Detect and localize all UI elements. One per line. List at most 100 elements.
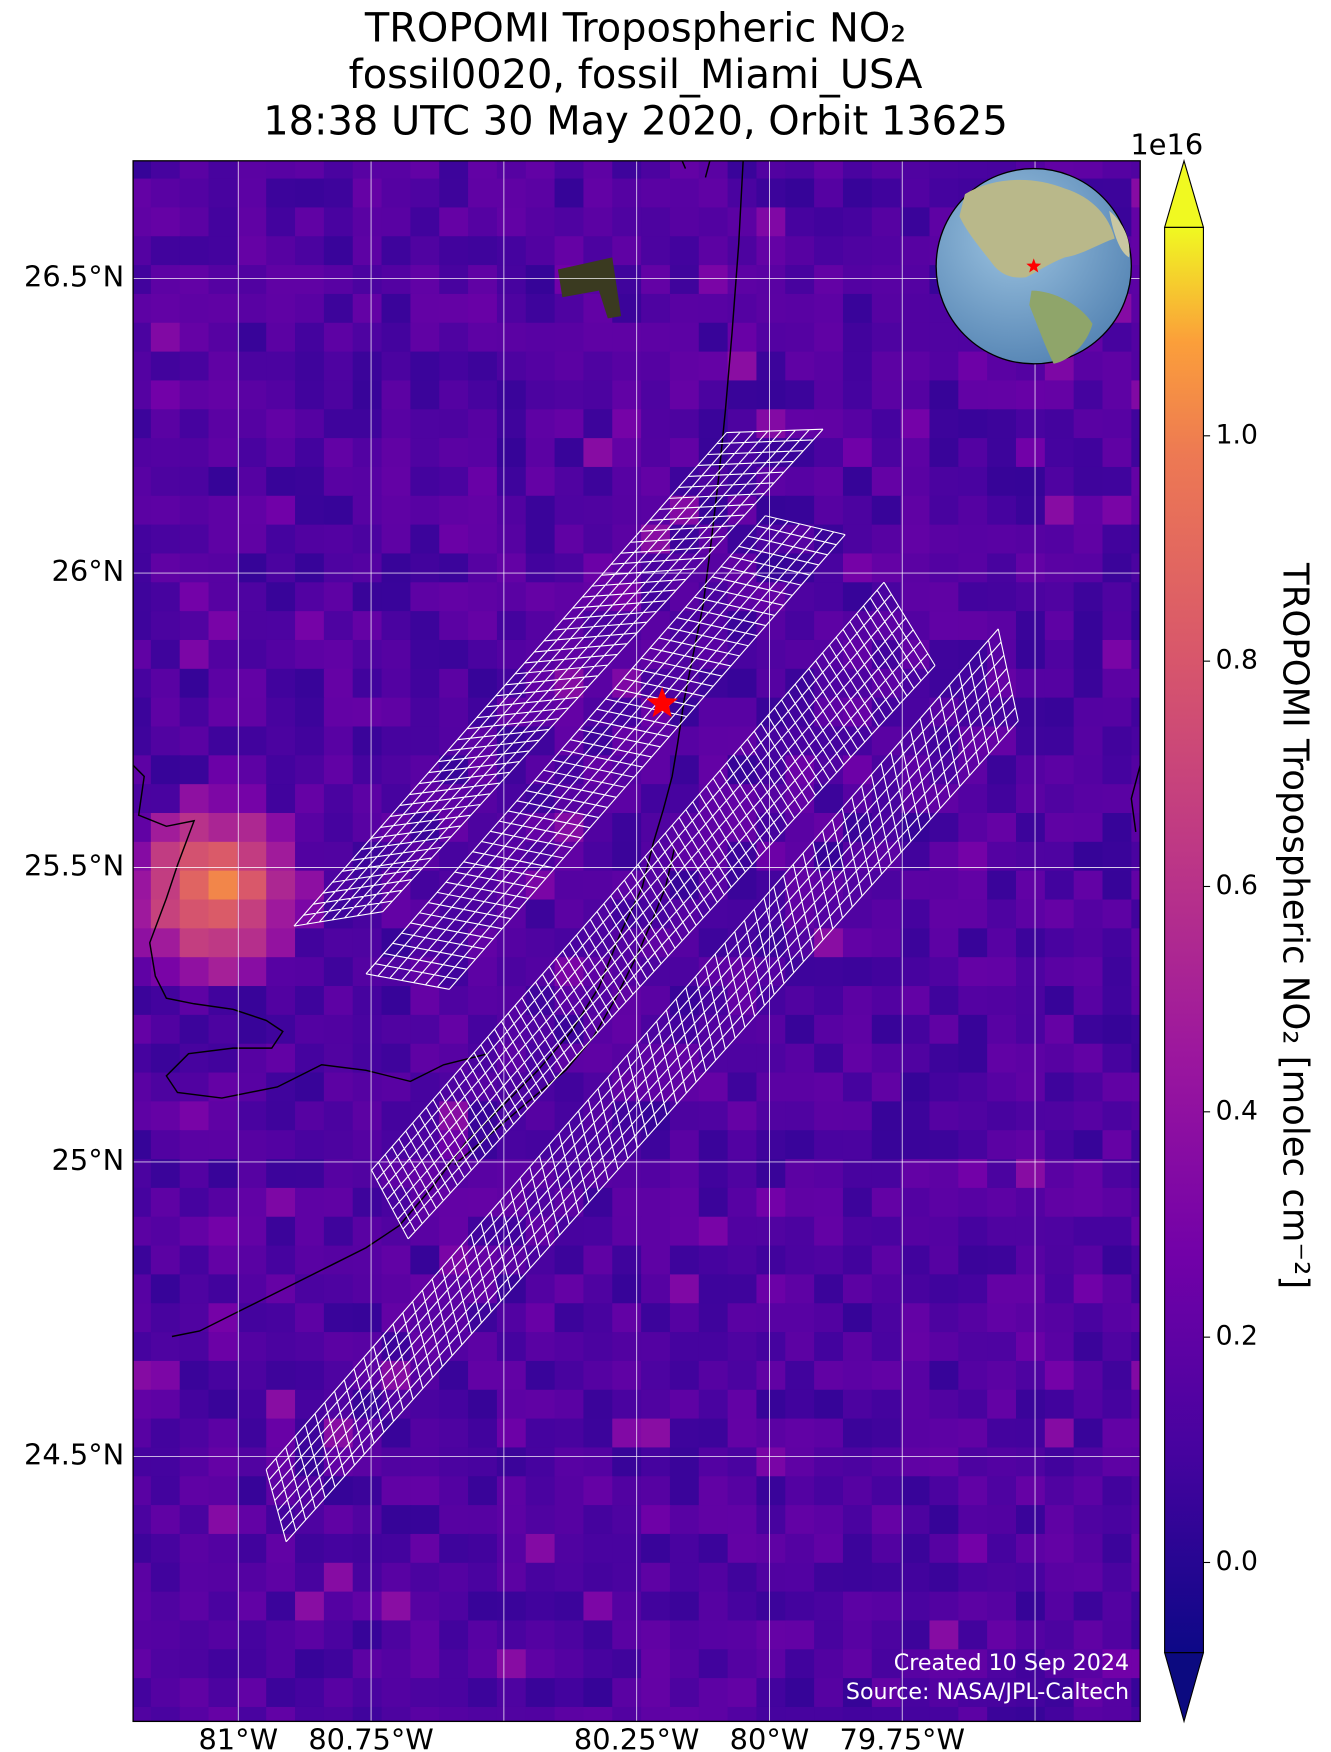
no2-pixel <box>958 1332 989 1363</box>
no2-pixel <box>554 1216 585 1247</box>
no2-pixel <box>871 668 902 699</box>
no2-pixel <box>987 1130 1018 1161</box>
no2-pixel <box>381 553 412 584</box>
no2-pixel <box>381 1072 412 1103</box>
no2-pixel <box>814 1476 845 1507</box>
no2-pixel <box>295 611 325 642</box>
no2-pixel <box>468 553 499 584</box>
no2-pixel <box>525 755 556 786</box>
no2-pixel <box>150 553 181 584</box>
no2-pixel <box>1073 582 1104 613</box>
no2-pixel <box>237 1591 268 1622</box>
no2-pixel <box>150 207 181 238</box>
no2-pixel <box>987 409 1018 440</box>
no2-pixel <box>150 438 181 469</box>
no2-pixel <box>352 813 383 843</box>
no2-pixel <box>756 1332 787 1363</box>
no2-pixel <box>323 380 354 411</box>
no2-pixel <box>900 1360 931 1391</box>
no2-pixel <box>323 160 354 180</box>
no2-pixel <box>468 1418 499 1449</box>
no2-pixel <box>698 1505 729 1536</box>
no2-pixel <box>179 265 210 296</box>
no2-pixel <box>814 553 845 584</box>
no2-pixel <box>133 1649 152 1680</box>
no2-pixel <box>179 322 210 353</box>
no2-pixel <box>871 160 902 180</box>
no2-pixel <box>1073 899 1104 930</box>
no2-pixel <box>266 322 297 353</box>
no2-pixel <box>756 1187 787 1218</box>
no2-pixel <box>237 1389 268 1420</box>
no2-pixel <box>1015 582 1046 613</box>
no2-pixel <box>1073 1159 1104 1189</box>
no2-pixel <box>987 928 1018 959</box>
no2-pixel <box>410 207 441 238</box>
no2-pixel <box>133 524 152 555</box>
no2-pixel <box>439 322 470 353</box>
no2-pixel <box>612 1274 643 1305</box>
no2-pixel <box>352 1101 383 1132</box>
no2-pixel <box>756 611 787 642</box>
no2-pixel <box>208 1649 239 1680</box>
no2-pixel <box>1131 1447 1141 1478</box>
no2-pixel <box>785 1620 816 1651</box>
no2-pixel <box>1015 1303 1046 1334</box>
no2-pixel <box>1131 1678 1141 1709</box>
no2-pixel <box>1073 697 1104 728</box>
no2-pixel <box>958 986 989 1016</box>
no2-pixel <box>900 293 931 324</box>
no2-pixel <box>150 1447 181 1478</box>
no2-pixel <box>133 236 152 267</box>
no2-pixel <box>987 784 1018 815</box>
no2-pixel <box>266 1274 297 1305</box>
no2-pixel <box>929 1591 960 1622</box>
no2-pixel <box>468 178 499 209</box>
no2-pixel <box>295 726 325 757</box>
no2-pixel <box>871 1533 902 1564</box>
no2-pixel <box>871 409 902 440</box>
no2-pixel <box>871 1043 902 1074</box>
no2-pixel <box>150 1591 181 1622</box>
no2-pixel <box>1131 236 1141 267</box>
no2-pixel <box>179 1678 210 1709</box>
no2-pixel <box>295 495 325 526</box>
no2-pixel <box>900 1447 931 1478</box>
no2-pixel <box>525 1620 556 1651</box>
no2-pixel <box>698 1187 729 1218</box>
no2-pixel <box>583 1389 614 1420</box>
no2-pixel <box>929 1533 960 1564</box>
no2-pixel <box>381 899 412 930</box>
no2-pixel <box>612 1187 643 1218</box>
no2-pixel <box>266 1187 297 1218</box>
no2-pixel <box>1044 986 1075 1016</box>
no2-pixel <box>208 1274 239 1305</box>
no2-pixel <box>698 1562 729 1593</box>
no2-pixel <box>410 495 441 526</box>
no2-pixel <box>179 1505 210 1536</box>
no2-pixel <box>814 582 845 613</box>
no2-pixel <box>842 351 873 382</box>
no2-pixel <box>468 1187 499 1218</box>
no2-pixel <box>439 1620 470 1651</box>
no2-pixel <box>381 1591 412 1622</box>
no2-pixel <box>1015 841 1046 872</box>
no2-pixel <box>1102 1476 1133 1507</box>
no2-pixel <box>266 265 297 296</box>
no2-pixel <box>237 1245 268 1276</box>
no2-pixel <box>439 1360 470 1391</box>
no2-pixel <box>1131 611 1141 642</box>
no2-pixel <box>698 1620 729 1651</box>
no2-pixel <box>1044 1332 1075 1363</box>
no2-pixel <box>929 1649 960 1680</box>
no2-pixel <box>1131 1043 1141 1074</box>
no2-pixel <box>641 1303 672 1334</box>
no2-pixel <box>410 351 441 382</box>
no2-pixel <box>381 639 412 670</box>
no2-pixel <box>179 178 210 209</box>
no2-pixel <box>208 495 239 526</box>
no2-pixel <box>208 986 239 1016</box>
no2-pixel <box>1073 986 1104 1016</box>
no2-pixel <box>381 1274 412 1305</box>
no2-pixel <box>987 1620 1018 1651</box>
